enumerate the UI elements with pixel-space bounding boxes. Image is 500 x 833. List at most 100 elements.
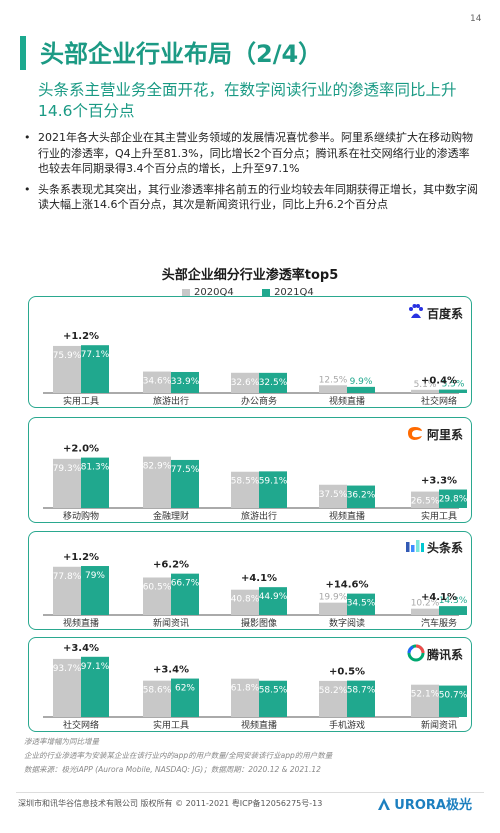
- legend-swatch-2020: [182, 288, 190, 297]
- category-label: 摄影图像: [241, 617, 277, 629]
- category-label: 实用工具: [153, 719, 189, 731]
- value-label-2021: 77.5%: [171, 465, 200, 475]
- bar-2021: [171, 678, 199, 717]
- value-label-2020: 5.1%: [414, 380, 437, 390]
- brand-badge: 百度系: [407, 303, 463, 324]
- change-label: +6.2%: [153, 560, 189, 571]
- brand-badge: 阿里系: [405, 424, 463, 445]
- change-label: +14.6%: [325, 580, 368, 591]
- bar-2020: [319, 680, 347, 717]
- footnote-line: 渗透率增幅为同比增量: [24, 737, 99, 746]
- aurora-logo: URORA极光: [377, 794, 472, 815]
- bar-2020: [231, 678, 259, 717]
- value-label-2020: 77.8%: [53, 572, 82, 582]
- bar-2021: [81, 656, 109, 717]
- chart-svg: 75.9% 77.1% 实用工具 +1.2% 34.6% 33.9% 旅游出行 32.6% 32…: [43, 331, 467, 407]
- bar-2020: [143, 577, 171, 615]
- bar-2021: [439, 489, 467, 508]
- category-label: 数字阅读: [329, 617, 365, 629]
- bar-2020: [319, 385, 347, 393]
- bar-2020: [53, 458, 81, 508]
- value-label-2021: 58.5%: [259, 686, 288, 696]
- category-label: 手机游戏: [329, 719, 365, 731]
- category-label: 旅游出行: [241, 510, 277, 522]
- category-label: 金融理财: [153, 510, 189, 522]
- title-accent-bar: [20, 36, 26, 70]
- brand-name: 百度系: [426, 307, 463, 321]
- value-label-2021: 59.1%: [259, 476, 288, 486]
- chart-title: 头部企业细分行业渗透率top5: [161, 268, 339, 283]
- value-label-2020: 32.6%: [231, 378, 260, 388]
- category-label: 移动购物: [63, 510, 99, 522]
- footnote-line: 企业的行业渗透率为安装某企业在该行业内的app的用户数量/全网安装该行业app的…: [24, 751, 333, 760]
- value-label-2021: 50.7%: [439, 691, 468, 701]
- tencent-logo-icon: [407, 644, 425, 665]
- value-label-2021: 81.3%: [81, 463, 110, 473]
- bullet-dot: •: [24, 182, 31, 196]
- bar-2021: [171, 371, 199, 393]
- value-label-2021: 29.8%: [439, 495, 468, 505]
- brand-badge: 头条系: [405, 538, 463, 557]
- bar-2020: [231, 372, 259, 393]
- value-label-2020: 10.2%: [411, 599, 440, 609]
- value-label-2021: 58.7%: [347, 686, 376, 696]
- chart-panel-baidu: 75.9% 77.1% 实用工具 +1.2% 34.6% 33.9% 旅游出行 32.6% 32…: [28, 296, 472, 408]
- bar-2020: [143, 680, 171, 717]
- value-label-2021: 77.1%: [81, 350, 110, 360]
- bar-2020: [411, 684, 439, 717]
- value-label-2021: 32.5%: [259, 378, 288, 388]
- brand-badge: 腾讯系: [407, 644, 463, 665]
- bar-2021: [81, 345, 109, 393]
- value-label-2020: 60.5%: [143, 582, 172, 592]
- bar-2020: [411, 389, 439, 393]
- chart-svg: 79.3% 81.3% 移动购物 +2.0% 82.9% 77.5% 金融理财 58.5% 59…: [43, 444, 468, 522]
- chart-panel-tencent: 93.7% 97.1% 社交网络 +3.4% 58.6% 62% 实用工具 +3.4% 61.8…: [28, 637, 472, 732]
- legend-swatch-2021: [262, 288, 271, 297]
- chart-svg: 77.8% 79% 视频直播 +1.2% 60.5% 66.7% 新闻资讯 +6.2% 40.8…: [43, 552, 468, 629]
- value-label-2021: 66.7%: [171, 579, 200, 589]
- value-label-2021: 36.2%: [347, 491, 376, 501]
- value-label-2021: 5.5%: [442, 380, 465, 390]
- baidu-paw-icon: [407, 303, 425, 324]
- bar-2021: [347, 485, 375, 508]
- change-label: +4.1%: [421, 592, 457, 603]
- category-label: 视频直播: [329, 395, 365, 407]
- chart-svg: 93.7% 97.1% 社交网络 +3.4% 58.6% 62% 实用工具 +3.4% 61.8…: [43, 643, 468, 731]
- chart-panel-toutiao: 77.8% 79% 视频直播 +1.2% 60.5% 66.7% 新闻资讯 +6.2% 40.8…: [28, 531, 472, 630]
- bar-2021: [439, 606, 467, 615]
- category-label: 汽车服务: [421, 617, 457, 629]
- value-label-2021: 9.9%: [350, 377, 373, 387]
- legend-label-2020: 2020Q4: [194, 287, 234, 298]
- value-label-2020: 58.5%: [231, 477, 260, 487]
- bullet-text: 2021年各大头部企业在其主营业务领域的发展情况喜忧参半。阿里系继续扩大在移动购…: [38, 131, 473, 175]
- brand-name: 头条系: [426, 541, 463, 555]
- bar-2020: [143, 371, 171, 393]
- change-label: +3.4%: [63, 643, 99, 654]
- brand-name: 阿里系: [426, 428, 463, 442]
- category-label: 社交网络: [63, 719, 99, 731]
- value-label-2020: 75.9%: [53, 351, 82, 361]
- value-label-2020: 40.8%: [231, 595, 260, 605]
- bar-2020: [53, 345, 81, 393]
- legend-label-2021: 2021Q4: [274, 287, 314, 298]
- bar-2021: [439, 389, 467, 393]
- change-label: +3.3%: [421, 476, 457, 487]
- chart-legend: 2020Q4 2021Q4: [182, 287, 314, 299]
- bar-2021: [171, 573, 199, 615]
- bar-2021: [259, 587, 287, 615]
- value-label-2021: 62%: [175, 684, 195, 694]
- category-label: 旅游出行: [153, 395, 189, 407]
- category-label: 新闻资讯: [421, 719, 457, 731]
- category-label: 实用工具: [63, 395, 99, 407]
- category-label: 实用工具: [421, 510, 457, 522]
- bar-2020: [411, 491, 439, 508]
- bar-2021: [347, 593, 375, 615]
- change-label: +1.2%: [63, 552, 99, 563]
- bar-2021: [439, 685, 467, 717]
- bullet-item: • 2021年各大头部企业在其主营业务领域的发展情况喜忧参半。阿里系继续扩大在移…: [24, 130, 480, 177]
- category-label: 社交网络: [421, 395, 457, 407]
- value-label-2020: 37.5%: [319, 490, 348, 500]
- bar-2020: [143, 456, 171, 508]
- value-label-2021: 44.9%: [259, 592, 288, 602]
- bullet-dot: •: [24, 131, 31, 144]
